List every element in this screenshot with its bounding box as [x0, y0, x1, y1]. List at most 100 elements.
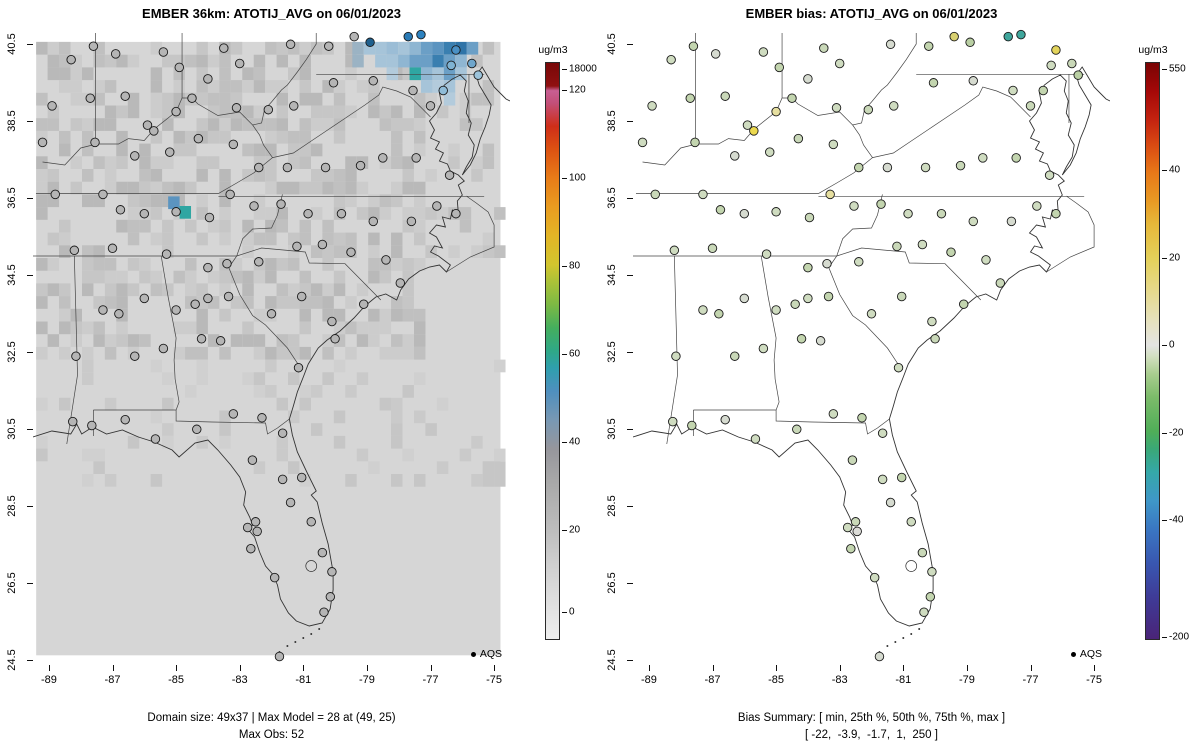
y-axis-tick-label: 38.5 — [6, 110, 18, 132]
x-axis-tick — [648, 665, 650, 671]
station-marker — [968, 216, 978, 227]
station-marker — [750, 434, 761, 444]
x-axis-tick — [712, 665, 714, 671]
station-marker — [823, 291, 834, 302]
station-marker — [203, 262, 213, 273]
model-panel: EMBER 36km: ATOTIJ_AVG on 06/01/2023 AQS… — [6, 6, 597, 741]
station-marker — [411, 153, 421, 163]
y-axis-tick — [627, 352, 633, 354]
raster-high-value-cell — [352, 41, 364, 55]
colorbar-tick — [1162, 68, 1167, 70]
station-marker — [139, 293, 150, 304]
colorbar-tick-label: 20 — [1169, 252, 1181, 264]
x-axis-tick-label: -79 — [958, 674, 975, 686]
station-marker — [854, 257, 864, 267]
station-marker — [282, 162, 293, 173]
raster-high-value-cell — [455, 67, 467, 81]
station-marker — [885, 39, 896, 50]
station-marker — [1025, 101, 1036, 111]
station-marker — [774, 62, 785, 73]
y-axis-tick-label: 26.5 — [6, 572, 18, 595]
station-marker — [1051, 45, 1061, 55]
station-marker — [158, 343, 169, 354]
station-marker — [1073, 70, 1083, 80]
aqs-legend-dot-icon — [1070, 651, 1076, 657]
x-axis-tick-label: -89 — [640, 674, 657, 686]
colorbar-tick — [1162, 519, 1167, 521]
station-marker — [906, 517, 916, 527]
x-axis-tick — [1094, 665, 1096, 671]
station-marker — [925, 592, 936, 602]
station-marker — [252, 526, 262, 537]
station-marker — [730, 151, 740, 161]
station-marker — [406, 216, 417, 227]
raster-high-value-cell — [432, 80, 444, 93]
raster-high-value-cell — [432, 67, 444, 81]
aqs-legend-dot-icon — [470, 651, 476, 657]
station-marker — [715, 205, 726, 215]
station-marker — [1006, 216, 1017, 227]
x-axis-tick — [776, 665, 778, 671]
x-axis-tick-label: -79 — [358, 674, 375, 686]
station-marker — [247, 455, 258, 465]
station-marker — [793, 133, 804, 144]
bias-panel: EMBER bias: ATOTIJ_AVG on 06/01/2023 AQS… — [600, 0, 1200, 750]
y-axis-tick — [27, 506, 33, 508]
y-axis-tick — [627, 660, 633, 662]
x-axis-tick-label: -75 — [1086, 674, 1103, 686]
station-marker — [204, 212, 215, 223]
station-marker — [228, 409, 239, 419]
station-marker — [698, 189, 708, 200]
station-marker — [242, 522, 253, 533]
bias-map: AQS — [633, 25, 1110, 665]
x-axis-tick — [112, 665, 114, 671]
x-axis-tick — [494, 665, 496, 671]
model-stations-layer — [37, 29, 483, 662]
colorbar-tick — [562, 530, 567, 532]
station-marker — [336, 208, 347, 219]
station-marker — [47, 101, 57, 111]
station-marker — [854, 162, 864, 173]
station-marker — [325, 592, 336, 602]
station-marker — [416, 29, 426, 40]
x-axis-tick — [839, 665, 841, 671]
station-marker — [790, 299, 800, 309]
y-axis-tick — [627, 506, 633, 508]
station-marker — [815, 336, 826, 346]
colorbar-tick-label: -200 — [1169, 631, 1190, 643]
station-marker — [668, 416, 678, 427]
station-marker — [1011, 153, 1021, 163]
station-marker — [37, 137, 48, 148]
raster-high-value-cell — [432, 41, 444, 55]
x-axis-tick — [366, 665, 368, 671]
raster-high-value-cell — [443, 80, 456, 93]
raster-high-value-cell — [420, 54, 433, 68]
station-marker — [892, 241, 902, 252]
station-marker — [98, 189, 108, 200]
station-marker — [120, 414, 130, 425]
x-axis-tick — [239, 665, 241, 671]
station-marker — [68, 416, 78, 427]
station-marker — [228, 139, 239, 150]
station-marker — [139, 208, 150, 219]
station-marker — [885, 497, 896, 508]
station-marker — [328, 78, 339, 88]
station-marker — [803, 262, 813, 273]
station-marker — [403, 31, 413, 42]
y-axis-tick — [27, 44, 33, 46]
station-marker — [828, 139, 839, 150]
station-marker — [432, 201, 442, 211]
raster-high-value-cell — [398, 41, 410, 55]
model-footer-line1: Domain size: 49x37 | Max Model = 28 at (… — [147, 712, 396, 724]
station-marker — [822, 258, 832, 269]
station-marker — [882, 162, 893, 173]
station-marker — [730, 351, 740, 361]
station-marker — [877, 474, 888, 485]
station-marker — [88, 41, 99, 51]
colorbar-tick — [1162, 637, 1167, 639]
model-map: AQS — [33, 25, 510, 665]
colorbar-tick-label: 80 — [569, 260, 581, 272]
x-axis-tick — [966, 665, 968, 671]
station-marker — [203, 293, 213, 304]
station-marker — [849, 201, 859, 211]
